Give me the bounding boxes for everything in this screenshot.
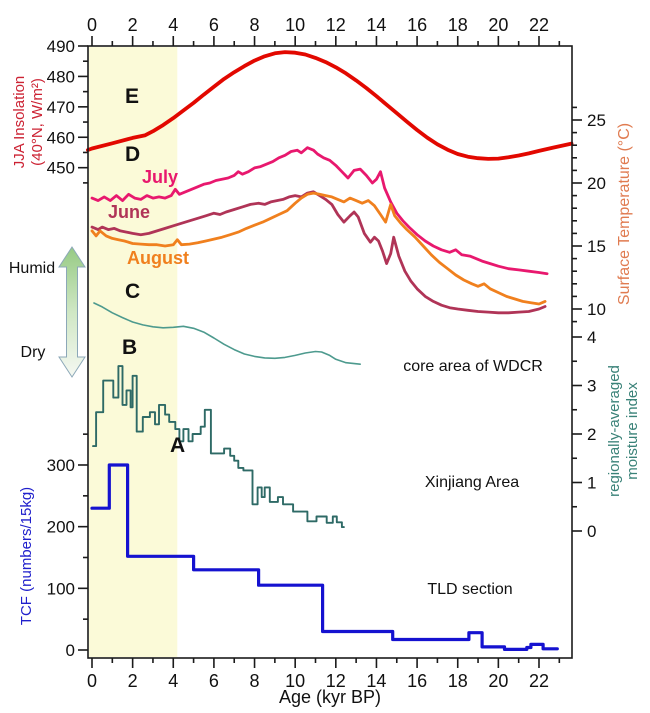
tick-label: 15: [587, 237, 606, 256]
letter-C: C: [125, 280, 140, 303]
tick-label: 6: [209, 671, 219, 691]
temperature-axis-title: Surface Temperature (°C): [616, 123, 633, 305]
tick-label: 1: [587, 474, 596, 493]
moisture-axis-title-line2: moisture index: [624, 382, 641, 480]
tick-label: 6: [209, 15, 219, 35]
tick-label: 2: [128, 671, 138, 691]
curve-D-temperature: [90, 191, 547, 306]
curve-C-moisture: [93, 302, 361, 365]
tick-label: 14: [366, 671, 386, 691]
age-axis-title: Age (kyr BP): [279, 687, 381, 707]
tick-label: 8: [250, 671, 260, 691]
tcf-axis-title: TCF (numbers/15kg): [18, 487, 35, 625]
axes-ticks-layer: 0 2 4 6 8 10 12 14 16 18 20 220 2 4 6 8 10 12 14 16 18 20 2249…: [47, 15, 606, 691]
tick-label: 18: [448, 671, 468, 691]
tick-label: 470: [47, 98, 75, 117]
tld-annotation: TLD section: [427, 581, 512, 598]
tick-label: 10: [285, 15, 305, 35]
tick-label: 4: [168, 671, 178, 691]
tick-label: 4: [168, 15, 178, 35]
xinjiang-annotation: Xinjiang Area: [425, 474, 519, 491]
tick-label: 22: [529, 15, 549, 35]
letter-E: E: [125, 85, 139, 108]
june-curve-label: June: [108, 202, 150, 222]
dry-label: Dry: [21, 344, 46, 361]
august-curve-label: August: [127, 248, 189, 268]
tick-label: 16: [407, 15, 427, 35]
letter-A: A: [170, 434, 185, 457]
tick-label: 3: [587, 377, 596, 396]
tick-label: 300: [47, 456, 75, 475]
tick-label: 0: [87, 15, 97, 35]
tick-label: 4: [587, 328, 596, 347]
tick-label: 450: [47, 159, 75, 178]
tick-label: 8: [250, 15, 260, 35]
tick-label: 16: [407, 671, 427, 691]
tick-label: 0: [587, 522, 596, 541]
curve-D-temperature: [90, 146, 549, 276]
tick-label: 12: [326, 671, 346, 691]
curves-layer: [86, 50, 574, 651]
tick-label: 2: [587, 425, 596, 444]
tick-label: 22: [529, 671, 549, 691]
tick-label: 100: [47, 579, 75, 598]
moisture-axis-title-line1: regionally-averaged: [606, 365, 623, 497]
humid-dry-arrow: [58, 246, 86, 378]
tick-label: 2: [128, 15, 138, 35]
tick-label: 460: [47, 128, 75, 147]
letter-D: D: [125, 143, 140, 166]
tick-label: 14: [366, 15, 386, 35]
tick-label: 20: [587, 174, 606, 193]
core-area-annotation: core area of WDCR: [403, 358, 543, 375]
insolation-axis-title-line1: JJA Insolation: [11, 76, 28, 169]
curve-E-insolation: [86, 50, 574, 161]
tick-label: 0: [87, 671, 97, 691]
tick-label: 10: [285, 671, 305, 691]
plot-border: [87, 45, 573, 659]
tick-label: 18: [448, 15, 468, 35]
tick-label: 25: [587, 111, 606, 130]
tick-label: 12: [326, 15, 346, 35]
letter-B: B: [122, 336, 137, 359]
insolation-axis-title-line2: (40°N, W/m²): [29, 78, 46, 166]
tick-label: 20: [488, 15, 508, 35]
tick-label: 20: [488, 671, 508, 691]
tick-label: 490: [47, 37, 75, 56]
tick-label: 200: [47, 518, 75, 537]
curve-B-moisture: [92, 365, 345, 529]
tick-label: 10: [587, 300, 606, 319]
tick-label: 0: [66, 641, 75, 660]
july-curve-label: July: [142, 167, 178, 187]
humid-label: Humid: [9, 260, 55, 277]
tick-label: 480: [47, 67, 75, 86]
curve-A-tcf: [90, 463, 559, 651]
